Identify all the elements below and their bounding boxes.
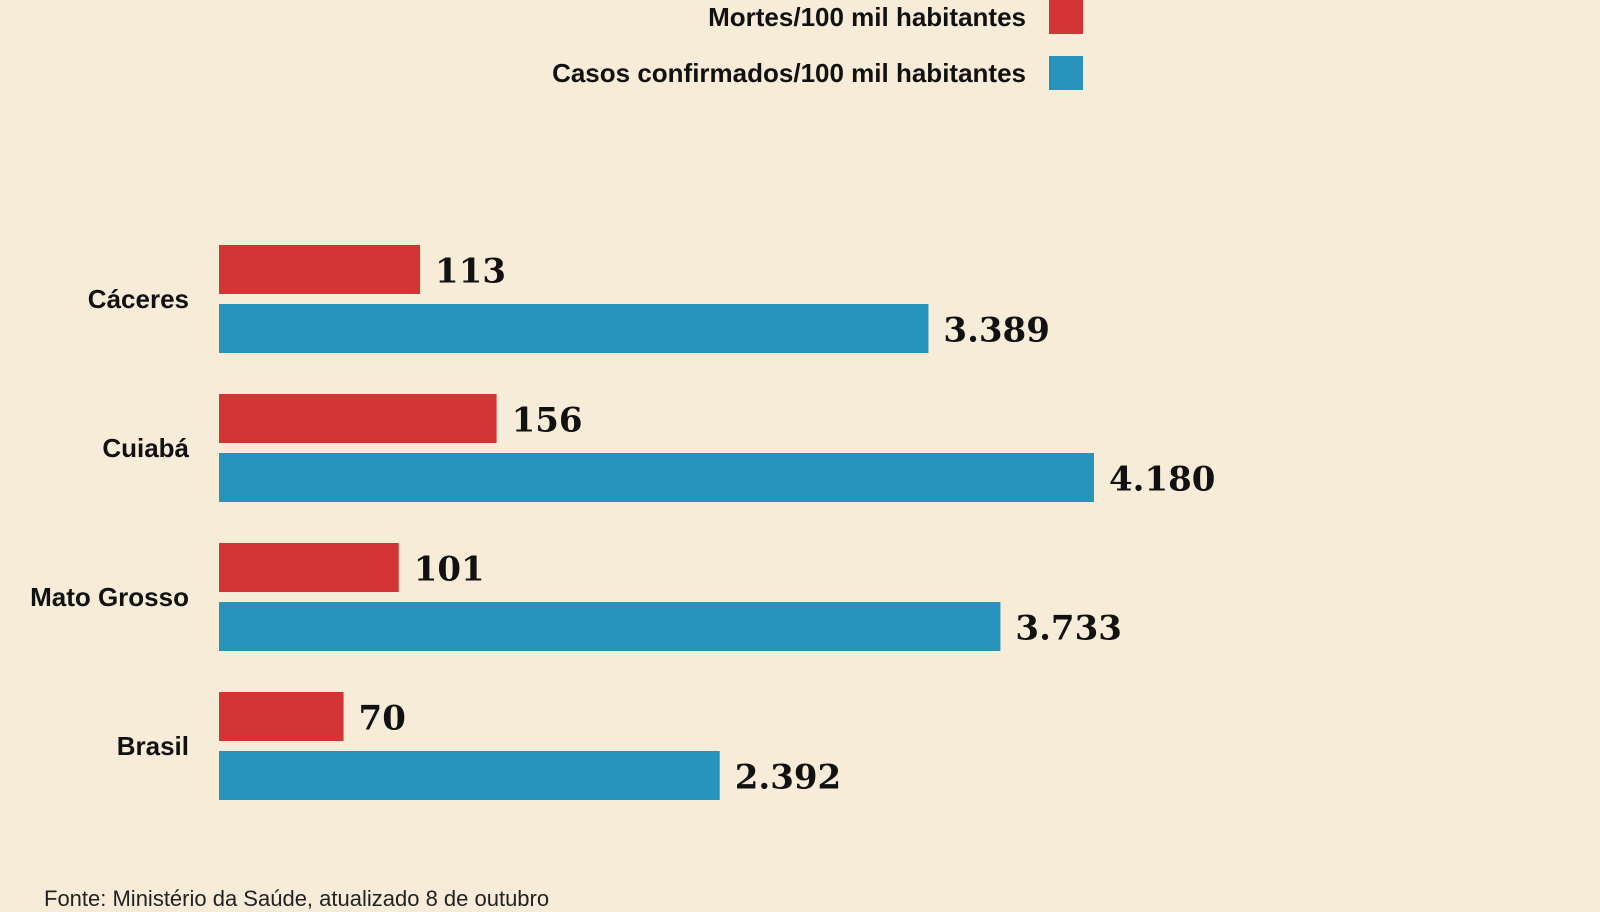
deaths-bar-mato-grosso [219,543,399,592]
cases-value-label: 2.392 [735,758,841,798]
cases-bar-caceres [219,304,929,353]
bar-group-cuiaba: Cuiabá 156 4.180 [102,394,1215,502]
legend-item-cases: Casos confirmados/100 mil habitantes [552,56,1083,90]
deaths-bar-cuiaba [219,394,497,443]
legend-label: Mortes/100 mil habitantes [708,2,1026,32]
deaths-value-label: 101 [414,550,485,590]
deaths-bar-brasil [219,692,344,741]
bar-group-brasil: Brasil 70 2.392 [117,692,841,800]
bar-group-caceres: Cáceres 113 3.389 [88,245,1050,353]
cases-value-label: 4.180 [1109,460,1215,500]
cases-value-label: 3.733 [1015,609,1121,649]
cases-bar-brasil [219,751,720,800]
chart-legend: Mortes/100 mil habitantes Casos confirmad… [552,0,1083,90]
deaths-value-label: 70 [359,699,406,739]
category-label: Brasil [117,731,189,761]
deaths-value-label: 156 [512,401,583,441]
cases-bar-mato-grosso [219,602,1001,651]
legend-label: Casos confirmados/100 mil habitantes [552,58,1026,88]
category-label: Cuiabá [102,433,189,463]
legend-swatch [1049,56,1083,90]
chart-source-note: Fonte: Ministério da Saúde, atualizado 8… [44,886,550,911]
bar-group-mato-grosso: Mato Grosso 101 3.733 [30,543,1122,651]
legend-swatch [1049,0,1083,34]
deaths-value-label: 113 [435,252,506,292]
category-label: Cáceres [88,284,189,314]
chart-bars: Cáceres 113 3.389 Cuiabá 156 4.180 Mato Grosso… [30,245,1215,800]
cases-bar-cuiaba [219,453,1094,502]
category-label: Mato Grosso [30,582,189,612]
deaths-bar-caceres [219,245,421,294]
legend-item-deaths: Mortes/100 mil habitantes [708,0,1083,34]
cases-value-label: 3.389 [943,311,1049,351]
